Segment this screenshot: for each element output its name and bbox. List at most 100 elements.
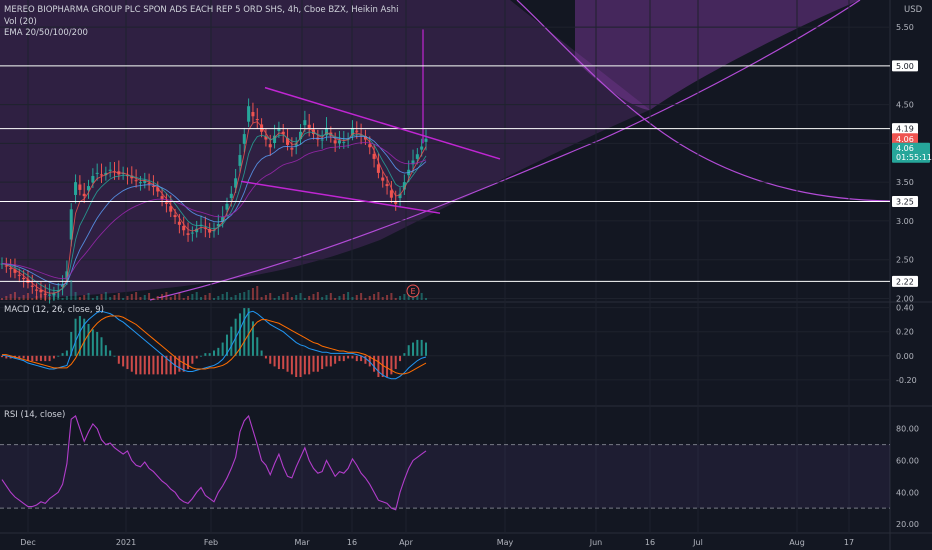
volume-bar xyxy=(104,292,107,300)
volume-bar xyxy=(200,297,203,300)
macd-histogram-bar xyxy=(247,308,250,356)
macd-histogram-bar xyxy=(122,355,125,367)
volume-bar xyxy=(195,292,198,300)
candle-body xyxy=(337,140,341,144)
candle-body xyxy=(17,274,21,276)
candle-body xyxy=(303,120,307,126)
arc-upper-curve xyxy=(516,0,891,202)
volume-bar xyxy=(364,298,367,300)
volume-bar xyxy=(143,295,146,300)
candle-body xyxy=(294,143,298,146)
time-axis-tick: 2021 xyxy=(116,538,136,547)
price-level-tag xyxy=(892,275,918,287)
volume-bar xyxy=(316,292,319,300)
macd-histogram-bar xyxy=(334,355,337,364)
candle-body xyxy=(394,201,398,204)
macd-histogram-bar xyxy=(299,355,302,378)
volume-bar xyxy=(273,298,276,300)
volume-bar xyxy=(334,298,337,300)
macd-histogram-bar xyxy=(368,355,371,367)
volume-bar xyxy=(399,296,402,300)
volume-bar xyxy=(74,292,77,300)
volume-bar xyxy=(264,295,267,300)
candle-body xyxy=(260,124,264,132)
time-axis-tick: Aug xyxy=(789,538,805,547)
rsi-axis-tick: 60.00 xyxy=(896,456,919,465)
candle-body xyxy=(415,154,419,159)
candle-body xyxy=(151,186,155,188)
candle-body xyxy=(160,196,164,200)
macd-line xyxy=(1,310,427,380)
macd-histogram-bar xyxy=(325,355,328,367)
macd-histogram-bar xyxy=(126,355,129,370)
macd-histogram-bar xyxy=(399,355,402,362)
volume-bar xyxy=(96,296,99,300)
volume-bar xyxy=(1,298,3,300)
volume-bar xyxy=(109,297,112,300)
candle-body xyxy=(307,124,311,128)
macd-histogram-bar xyxy=(412,342,415,356)
macd-histogram-bar xyxy=(18,355,21,359)
candle-body xyxy=(30,285,34,287)
price-axis-tick: 2.50 xyxy=(896,256,914,265)
candle-body xyxy=(247,106,251,122)
macd-histogram-bar xyxy=(178,355,181,372)
macd-histogram-bar xyxy=(169,355,172,375)
price-level-tag xyxy=(892,123,918,135)
macd-histogram-bar xyxy=(251,321,254,356)
volume-bar xyxy=(9,294,12,300)
macd-histogram-bar xyxy=(148,355,151,375)
earnings-marker[interactable] xyxy=(406,284,420,298)
macd-histogram-bar xyxy=(26,355,29,362)
candle-body xyxy=(398,193,402,199)
volume-bar xyxy=(243,292,246,300)
candle-body xyxy=(56,290,60,292)
volume-bar xyxy=(351,297,354,300)
candle-body xyxy=(65,271,69,280)
volume-bar xyxy=(18,297,21,300)
volume-bar xyxy=(91,298,94,300)
macd-histogram-bar xyxy=(182,355,185,372)
macd-histogram-bar xyxy=(104,345,107,356)
volume-bar xyxy=(286,292,289,300)
macd-histogram-bar xyxy=(74,318,77,356)
volume-bar xyxy=(35,296,38,300)
macd-histogram-bar xyxy=(117,355,120,364)
candle-body xyxy=(78,184,82,190)
macd-histogram-bar xyxy=(243,308,246,356)
candle-body xyxy=(221,217,225,223)
macd-histogram-bar xyxy=(191,355,194,364)
time-axis-tick: Mar xyxy=(294,538,310,547)
candle-body xyxy=(108,169,112,171)
macd-histogram-bar xyxy=(195,355,198,359)
macd-histogram-bar xyxy=(373,355,376,372)
candle-body xyxy=(229,193,233,199)
volume-bar xyxy=(290,297,293,300)
candle-body xyxy=(143,180,147,183)
ema-line-100 xyxy=(1,135,427,286)
volume-bar xyxy=(420,293,423,300)
candle-body xyxy=(342,141,346,143)
macd-histogram-bar xyxy=(316,355,319,372)
volume-bar xyxy=(325,295,328,300)
macd-histogram-bar xyxy=(355,355,358,362)
volume-bar xyxy=(100,294,103,300)
volume-bar xyxy=(312,294,315,300)
price-level-tag-label: 4.06 xyxy=(896,135,914,144)
volume-bar xyxy=(386,295,389,300)
macd-histogram-bar xyxy=(403,353,406,356)
macd-histogram-bar xyxy=(161,355,164,375)
macd-histogram-bar xyxy=(44,355,47,362)
macd-histogram-bar xyxy=(187,355,190,370)
candle-body xyxy=(104,172,108,176)
macd-histogram-bar xyxy=(61,353,64,356)
volume-bar xyxy=(52,295,55,300)
price-axis-tick: 3.50 xyxy=(896,178,914,187)
macd-histogram-bar xyxy=(342,355,345,362)
price-axis-tick: 4.50 xyxy=(896,101,914,110)
candle-body xyxy=(320,139,324,141)
macd-histogram-bar xyxy=(286,355,289,372)
candle-body xyxy=(0,263,4,265)
macd-histogram-bar xyxy=(312,355,315,372)
rsi-band-fill xyxy=(0,444,890,509)
